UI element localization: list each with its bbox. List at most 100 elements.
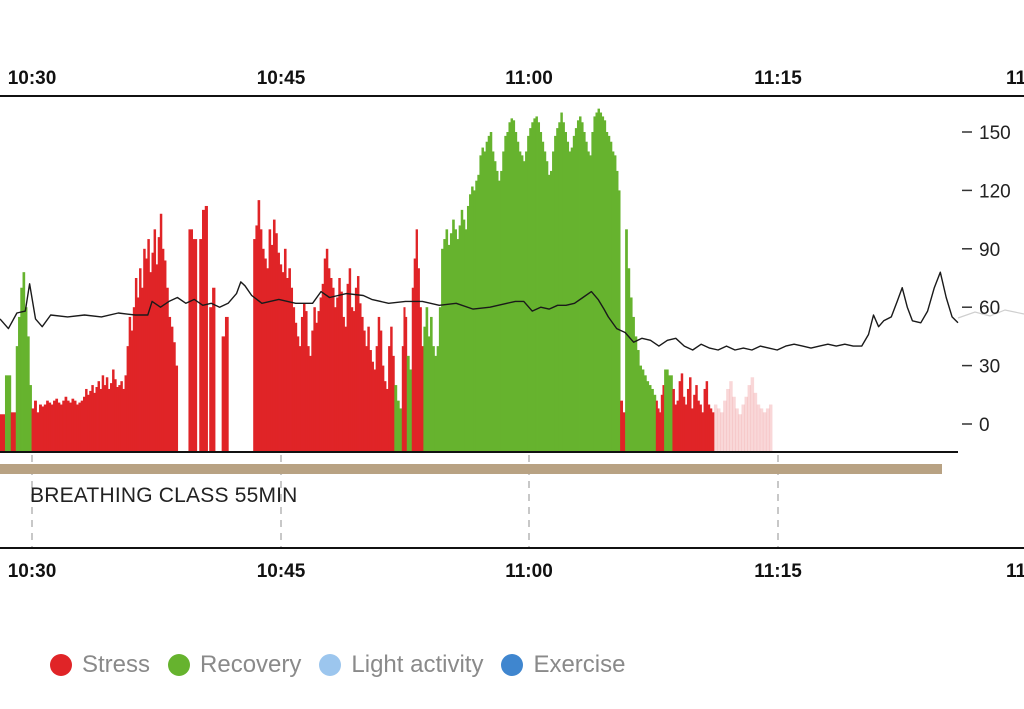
stress-bar: [73, 400, 77, 452]
stress-bar: [288, 268, 291, 452]
stress-bar: [130, 330, 134, 452]
stress-bar: [403, 307, 406, 452]
recovery-bar: [668, 375, 673, 452]
recovery-bar: [558, 122, 561, 453]
stress-bar: [356, 276, 360, 452]
stress-bar: [136, 297, 140, 452]
recovery-bar: [498, 180, 501, 453]
stress-bar: [153, 229, 157, 452]
recovery-bar: [605, 132, 609, 452]
stress-bar: [390, 326, 393, 452]
recovery-bar: [587, 151, 590, 452]
recovery-bar: [531, 122, 534, 453]
recovery-bar: [585, 141, 588, 453]
stress-bar: [202, 209, 206, 452]
stress-bar: [388, 346, 391, 452]
recovery-bar: [566, 141, 570, 453]
recovery-bar: [616, 170, 619, 452]
stress-bar: [105, 377, 109, 452]
stress-bar: [744, 396, 748, 452]
recovery-bar: [496, 170, 499, 452]
recovery-bar: [485, 141, 489, 453]
recovery-bar: [27, 336, 30, 452]
stress-bar: [701, 412, 704, 452]
recovery-bar: [469, 194, 472, 453]
recovery-bar: [487, 135, 491, 452]
stress-bar: [729, 381, 733, 452]
stress-bar: [303, 303, 306, 452]
stress-bar: [139, 268, 142, 452]
recovery-bar: [396, 400, 400, 452]
stress-bar: [713, 404, 718, 452]
stress-bar: [78, 402, 82, 452]
recovery-bar: [643, 375, 647, 452]
stress-bar: [268, 229, 272, 452]
recovery-bar: [409, 369, 413, 452]
stress-bar: [173, 342, 176, 452]
stress-bar: [332, 287, 335, 452]
legend-dot-icon: [319, 654, 342, 676]
stress-bar: [281, 272, 285, 452]
stress-bar: [659, 412, 662, 452]
recovery-bar: [579, 116, 582, 453]
recovery-bar: [15, 346, 19, 452]
recovery-bar: [607, 135, 611, 452]
stress-bar: [307, 346, 310, 452]
recovery-bar: [29, 385, 32, 452]
stress-bar: [657, 408, 660, 452]
stress-bar: [699, 404, 702, 452]
stress-bar: [57, 402, 61, 452]
legend-label: Light activity: [351, 651, 484, 678]
stress-bar: [80, 400, 84, 452]
recovery-bar: [664, 369, 669, 452]
stress-bar: [298, 346, 302, 452]
activity-band: [0, 464, 942, 474]
recovery-bar: [529, 128, 532, 453]
stress-bar: [99, 388, 103, 452]
stress-bar: [723, 400, 727, 452]
recovery-bar: [462, 219, 466, 452]
stress-bar: [93, 392, 96, 452]
recovery-bar: [549, 170, 553, 452]
stress-bar: [157, 237, 161, 452]
stress-bar: [720, 412, 724, 452]
recovery-bar: [483, 151, 487, 452]
recovery-bar: [423, 326, 426, 452]
stress-bar: [411, 287, 415, 452]
stress-bar: [155, 264, 159, 452]
stress-bar: [707, 404, 711, 452]
stress-bar: [323, 258, 327, 452]
stress-bar: [134, 278, 138, 452]
stress-bar: [346, 283, 350, 452]
recovery-bar: [634, 336, 638, 452]
recovery-bar: [510, 118, 514, 453]
stress-bar: [39, 404, 42, 452]
recovery-bar: [479, 155, 482, 453]
stress-bar: [272, 219, 276, 452]
activity-label: BREATHING CLASS 55MIN: [30, 484, 298, 507]
stress-bar: [221, 336, 226, 452]
recovery-bar: [543, 151, 547, 452]
recovery-bar: [394, 385, 398, 452]
recovery-bar: [537, 122, 541, 453]
recovery-bar: [632, 316, 635, 452]
recovery-bar: [641, 369, 645, 452]
recovery-bar: [552, 151, 555, 452]
stress-bar: [31, 408, 35, 452]
recovery-bar: [570, 147, 574, 452]
recovery-bar: [545, 161, 549, 452]
stress-bar: [344, 326, 347, 452]
recovery-bar: [625, 229, 628, 452]
stress-bar: [71, 398, 75, 452]
stress-bar: [327, 268, 331, 452]
stress-bar: [313, 307, 316, 452]
recovery-bar: [562, 122, 565, 453]
recovery-bar: [541, 141, 545, 453]
recovery-bar: [576, 120, 580, 452]
recovery-bar: [520, 155, 524, 453]
y-tick-label: 90: [979, 240, 1000, 261]
top-time-tick-label: 10:45: [257, 68, 306, 89]
recovery-bar: [601, 116, 605, 453]
stress-bar: [678, 381, 682, 452]
